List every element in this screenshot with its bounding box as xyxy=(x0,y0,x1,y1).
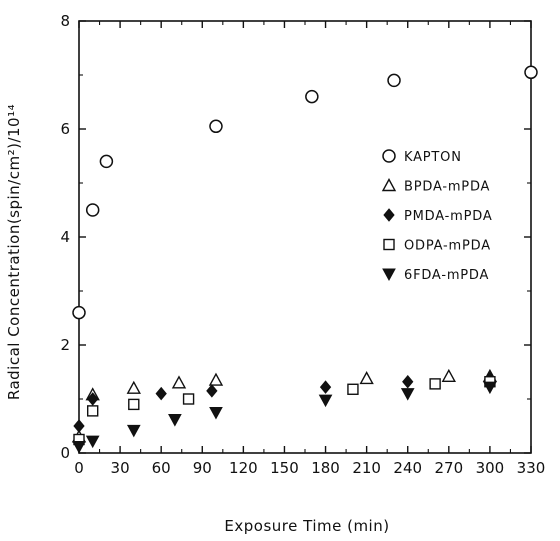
x-tick-label: 330 xyxy=(517,459,546,477)
data-markers xyxy=(71,65,538,454)
x-tick-label: 240 xyxy=(393,459,422,477)
data-point-kapton xyxy=(85,203,100,217)
data-point-pmda-mpda xyxy=(206,384,218,398)
data-point-6fda-mpda xyxy=(126,424,141,438)
data-point-odpa-mpda xyxy=(128,398,140,411)
plot-frame-rect xyxy=(78,20,532,454)
data-point-odpa-mpda xyxy=(429,378,441,390)
y-tick-label: 4 xyxy=(60,228,70,246)
data-point-kapton xyxy=(387,73,401,88)
legend-marker-kapton xyxy=(382,149,396,163)
data-point-kapton xyxy=(99,154,114,169)
plot-frame xyxy=(78,20,532,454)
data-point-bpda-mpda xyxy=(126,380,141,394)
legend-marker-odpa-mpda xyxy=(383,238,395,251)
x-tick-label: 300 xyxy=(476,459,505,477)
x-axis-ticks: 0 30 60 90 120 150 180 210 240 270 300 330 xyxy=(74,21,545,477)
data-point-bpda-mpda xyxy=(171,375,187,389)
legend-label-bpda-mpda: BPDA-mPDA xyxy=(404,180,490,195)
data-point-pmda-mpda xyxy=(319,380,332,394)
y-tick-label: 8 xyxy=(60,12,70,30)
data-point-6fda-mpda xyxy=(72,441,86,454)
data-point-pmda-mpda xyxy=(87,392,99,406)
y-axis-label: Radical Concentration(spin/cm²)/10¹⁴ xyxy=(5,104,23,400)
data-point-odpa-mpda xyxy=(182,393,195,405)
data-point-bpda-mpda xyxy=(359,371,374,385)
data-point-odpa-mpda xyxy=(86,405,99,417)
data-point-bpda-mpda xyxy=(208,372,224,386)
legend-marker-pmda-mpda xyxy=(383,208,395,222)
data-point-odpa-mpda xyxy=(347,383,359,395)
x-tick-label: 0 xyxy=(74,459,84,477)
x-tick-label: 90 xyxy=(193,459,212,477)
x-tick-label: 180 xyxy=(311,459,340,477)
y-tick-label: 0 xyxy=(60,444,70,462)
y-tick-label: 2 xyxy=(60,336,70,354)
data-point-6fda-mpda xyxy=(400,388,415,401)
legend-label-kapton: KAPTON xyxy=(404,150,462,165)
legend-marker-6fda-mpda xyxy=(382,268,396,282)
x-tick-label: 120 xyxy=(229,459,258,477)
x-tick-label: 60 xyxy=(152,459,171,477)
y-axis-ticks: 0 2 4 6 8 xyxy=(60,12,531,462)
x-tick-label: 150 xyxy=(270,459,299,477)
data-point-pmda-mpda xyxy=(73,419,85,433)
data-point-kapton xyxy=(72,305,86,320)
data-point-6fda-mpda xyxy=(85,435,100,449)
data-point-6fda-mpda xyxy=(168,414,182,427)
legend-label-odpa-mpda: ODPA-mPDA xyxy=(404,239,491,254)
legend-label-6fda-mpda: 6FDA-mPDA xyxy=(404,268,489,283)
data-point-6fda-mpda xyxy=(209,407,223,420)
data-point-kapton xyxy=(524,65,538,80)
legend-marker-bpda-mpda xyxy=(381,178,397,192)
data-point-pmda-mpda xyxy=(155,386,167,401)
data-point-bpda-mpda xyxy=(441,368,456,383)
x-tick-label: 210 xyxy=(352,459,381,477)
legend-label-pmda-mpda: PMDA-mPDA xyxy=(404,209,493,224)
legend: KAPTON BPDA-mPDA PMDA-mPDA ODPA-mPDA 6FDA-mP… xyxy=(381,149,493,283)
data-point-kapton xyxy=(305,89,319,104)
data-point-6fda-mpda xyxy=(483,381,497,395)
y-tick-label: 6 xyxy=(60,120,70,138)
data-point-pmda-mpda xyxy=(402,374,414,389)
x-tick-label: 30 xyxy=(111,459,130,477)
x-axis-label: Exposure Time (min) xyxy=(224,517,389,535)
data-point-6fda-mpda xyxy=(318,394,333,408)
data-point-kapton xyxy=(209,119,223,134)
x-tick-label: 270 xyxy=(434,459,463,477)
